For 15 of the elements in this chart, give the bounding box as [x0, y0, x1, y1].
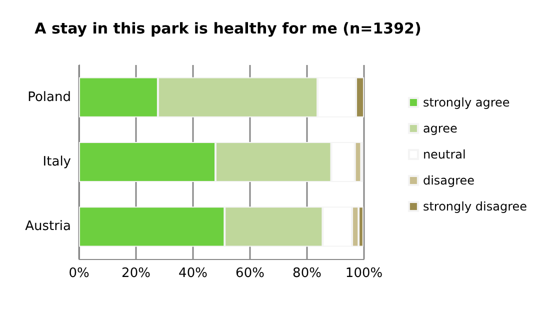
legend-label: strongly disagree: [422, 200, 528, 214]
x-tick-label: 100%: [345, 266, 383, 281]
legend-label: agree: [422, 122, 458, 136]
y-tick-label: Austria: [25, 219, 71, 234]
chart-title: A stay in this park is healthy for me (n=1392): [34, 20, 422, 38]
legend-label: neutral: [422, 148, 466, 162]
x-tick-label: 80%: [292, 266, 322, 281]
x-tick-label: 40%: [178, 266, 208, 281]
legend-label: strongly agree: [422, 96, 510, 110]
y-tick-label: Poland: [28, 90, 71, 105]
x-tick-label: 20%: [122, 266, 150, 281]
y-tick-label: Italy: [42, 154, 72, 170]
legend-label: disagree: [422, 174, 475, 188]
x-tick-label: 60%: [236, 266, 264, 281]
x-tick-label: 0%: [68, 266, 90, 281]
